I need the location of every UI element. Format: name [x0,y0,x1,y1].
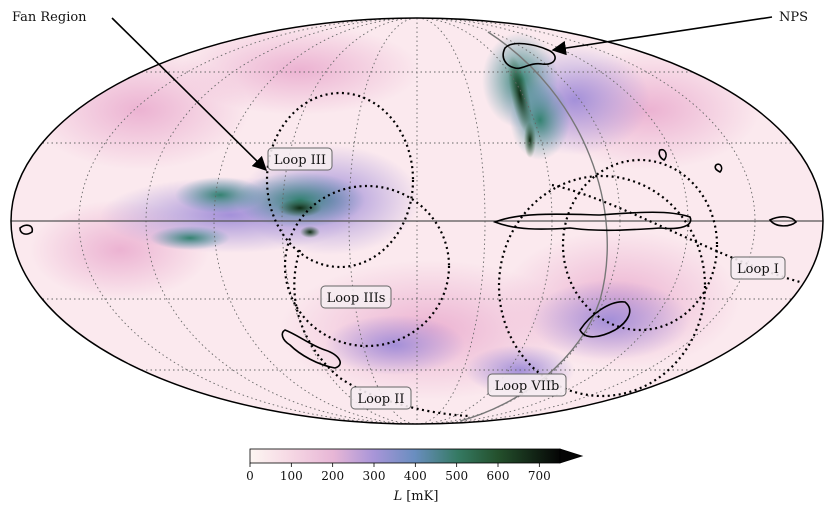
contour-small-2 [714,163,723,173]
colorbar-ticks: 0 100 200 300 400 500 600 700 [246,463,551,483]
fan-region-label: Fan Region [12,10,87,25]
colorbar-tick-label: 0 [246,469,254,483]
nps-label: NPS [779,10,808,25]
loop-labels: Loop III Loop I Loop IIIs Loop II Loop V… [267,147,786,410]
contour-nps [502,42,556,70]
contour-south-west [281,329,341,369]
loop-ii-arc [293,249,471,418]
colorbar-tick-label: 400 [404,469,427,483]
colorbar-tick-label: 100 [280,469,303,483]
colorbar-title: L [mK] [393,489,439,504]
colorbar-symbol: L [393,489,403,504]
contour-plane-east [492,211,692,232]
colorbar-gradient [249,448,561,464]
colorbar-tick-label: 300 [363,469,386,483]
loop-label-iii-text: Loop III [274,153,326,168]
colorbar-unit: [mK] [406,489,438,504]
contour-small-1 [658,148,667,161]
colorbar: 0 100 200 300 400 500 600 700 L [mK] [246,448,584,504]
mollweide-map [10,17,824,425]
loop-label-iiis: Loop IIIs [320,285,392,309]
loop-label-iii: Loop III [267,147,333,171]
colorbar-tick-label: 200 [321,469,344,483]
loop-label-viib: Loop VIIb [487,373,567,397]
loop-label-iiis-text: Loop IIIs [327,291,386,306]
nps-arrow [551,16,773,56]
loop-i-circle [561,158,719,332]
intensity-contours [19,42,798,369]
annotations: Fan Region NPS [12,10,808,172]
loop-label-i-text: Loop I [737,262,779,277]
contour-plane-far-east [768,216,798,227]
colorbar-tick-label: 600 [487,469,510,483]
loop-iii-circle [265,91,415,269]
loop-iiis-circle [283,184,451,348]
loop-label-ii: Loop II [350,386,412,410]
loop-label-ii-text: Loop II [357,392,404,407]
colorbar-extend-arrow [559,448,584,464]
loop-label-viib-text: Loop VIIb [495,379,560,394]
fan-region-arrow [111,17,268,172]
loop-i-outer-arc [551,183,801,284]
contour-south-east [579,301,631,338]
loop-viib-circle [497,174,707,398]
emission-layer [30,25,760,400]
colorbar-tick-label: 500 [445,469,468,483]
loop-label-i: Loop I [730,256,786,280]
colorbar-tick-label: 700 [528,469,551,483]
map-border [10,17,824,425]
contour-plane-west [19,224,34,235]
loop-circles [265,91,801,418]
